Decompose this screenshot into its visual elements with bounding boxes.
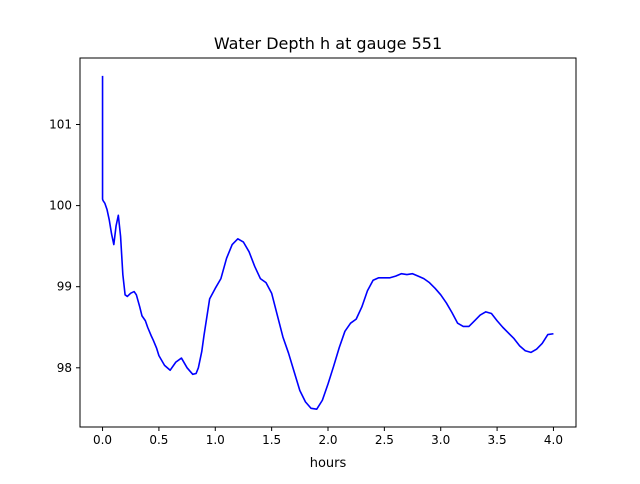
y-tick-label: 101 bbox=[49, 118, 72, 132]
y-tick-label: 99 bbox=[57, 280, 72, 294]
y-tick-label: 100 bbox=[49, 199, 72, 213]
x-tick-label: 0.0 bbox=[93, 433, 112, 447]
x-tick-label: 2.5 bbox=[375, 433, 394, 447]
x-tick-label: 3.0 bbox=[431, 433, 450, 447]
series-line-0 bbox=[101, 75, 554, 410]
y-tick-label: 98 bbox=[57, 361, 72, 375]
chart-title: Water Depth h at gauge 551 bbox=[214, 34, 442, 53]
x-tick-label: 1.5 bbox=[262, 433, 281, 447]
x-tick-label: 0.5 bbox=[149, 433, 168, 447]
x-axis-label: hours bbox=[310, 456, 347, 471]
plot-frame bbox=[79, 57, 577, 428]
x-tick-label: 1.0 bbox=[206, 433, 225, 447]
x-tick-label: 2.0 bbox=[318, 433, 337, 447]
axes: 0.0 0.5 1.0 1.5 2.0 2.5 3.0 3.5 4.0 98 99 100 101 bbox=[49, 57, 577, 447]
x-tick-label: 3.5 bbox=[488, 433, 507, 447]
x-tick-label: 4.0 bbox=[544, 433, 563, 447]
